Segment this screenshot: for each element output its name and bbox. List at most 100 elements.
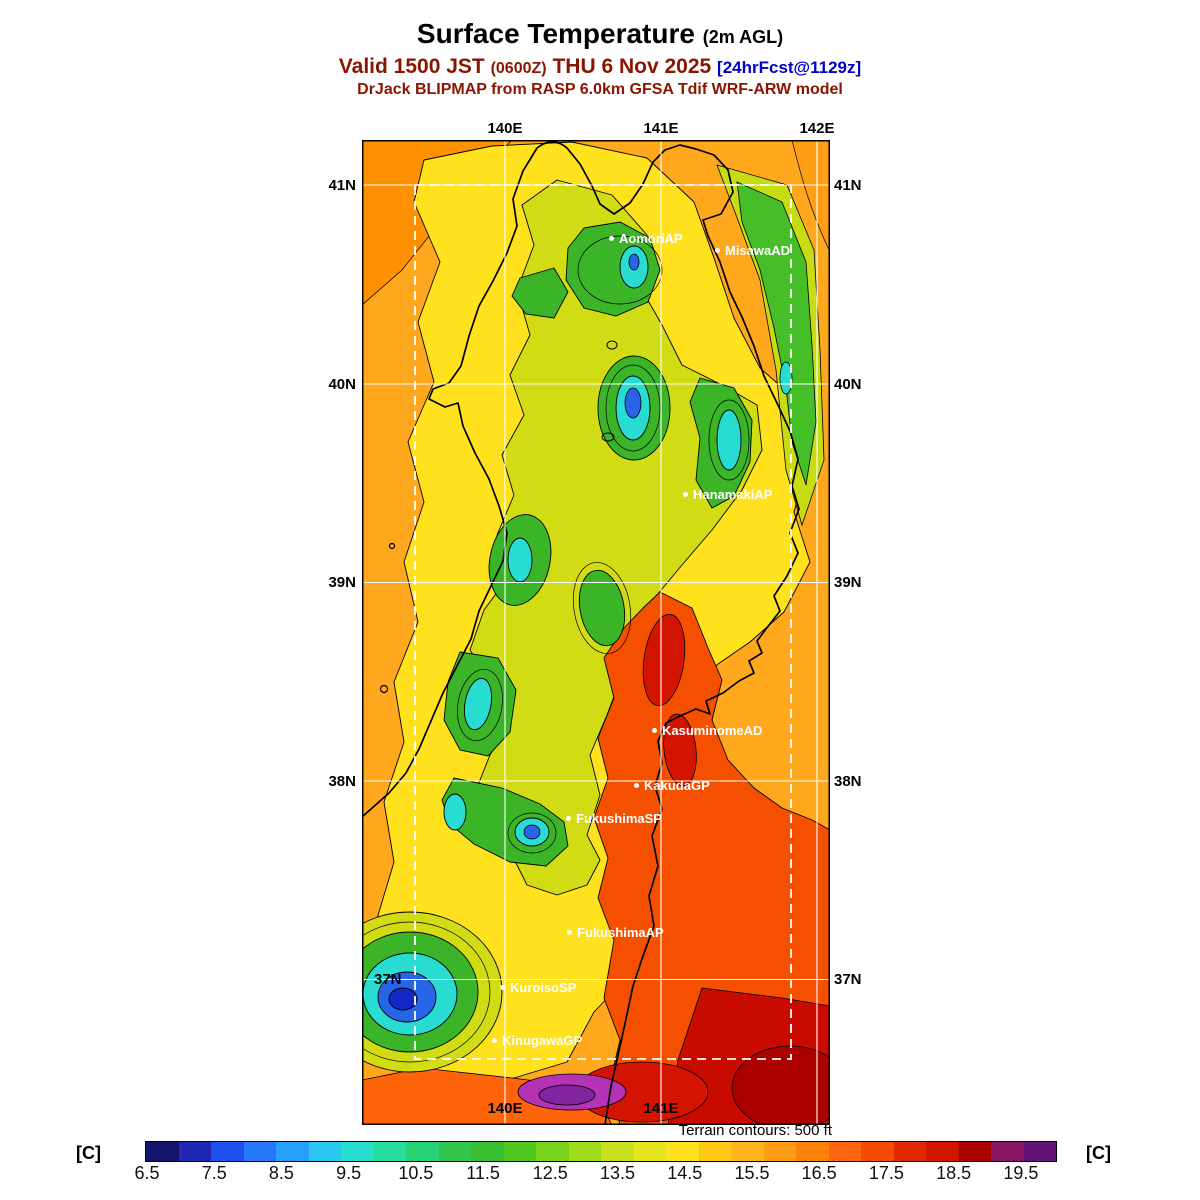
- lat-label-right: 40N: [834, 376, 862, 393]
- colorbar-cell: [861, 1142, 894, 1161]
- station-marker: KinugawaGP: [492, 1032, 582, 1048]
- page-title: Surface Temperature (2m AGL): [0, 16, 1200, 51]
- colorbar-tick-labels: 6.5 7.5 8.5 9.5 10.5 11.5 12.5 13.5 14.5 15.5 16.5…: [125, 1163, 1043, 1184]
- colorbar-cell: [698, 1142, 731, 1161]
- lat-label-left: 39N: [328, 574, 356, 591]
- colorbar-cell: [828, 1142, 861, 1161]
- colorbar-tick-label: 15.5: [734, 1163, 770, 1183]
- colorbar-cell: [406, 1142, 439, 1161]
- colorbar-cell: [243, 1142, 276, 1161]
- station-marker: MisawaAD: [715, 242, 790, 258]
- colorbar-cell: [146, 1142, 179, 1161]
- graticule-gridlines: [362, 140, 830, 1125]
- colorbar-cell: [211, 1142, 244, 1161]
- colorbar-cell: [926, 1142, 959, 1161]
- station-marker: KuroisoSP: [500, 979, 576, 995]
- valid-time-line: Valid 1500 JST (0600Z) THU 6 Nov 2025 [2…: [0, 54, 1200, 80]
- lon-label-top: 142E: [799, 120, 835, 137]
- title-block: Surface Temperature (2m AGL) Valid 1500 …: [0, 16, 1200, 100]
- lat-label-left: 37N: [374, 971, 402, 988]
- colorbar-tick-label: 14.5: [667, 1163, 703, 1183]
- title-suffix: (2m AGL): [702, 27, 784, 47]
- colorbar-cell: [308, 1142, 341, 1161]
- colorbar-tick-label: 10.5: [398, 1163, 434, 1183]
- colorbar-tick-label: 19.5: [1003, 1163, 1039, 1183]
- lat-label-right: 41N: [834, 177, 862, 194]
- colorbar-tick-label: 9.5: [336, 1163, 362, 1183]
- colorbar-tick-label: 16.5: [801, 1163, 837, 1183]
- map-frame: [362, 140, 830, 1125]
- colorbar-tick-label: 12.5: [532, 1163, 568, 1183]
- colorbar-cell: [373, 1142, 406, 1161]
- lat-label-right: 39N: [834, 574, 862, 591]
- colorbar-tick-label: 7.5: [201, 1163, 227, 1183]
- colorbar-cell: [471, 1142, 504, 1161]
- station-label: KakudaGP: [644, 777, 710, 793]
- colorbar-cell: [178, 1142, 211, 1161]
- station-dot-icon: [566, 815, 571, 821]
- colorbar-cell: [341, 1142, 374, 1161]
- temperature-field-svg: [362, 140, 830, 1125]
- station-dot-icon: [634, 782, 639, 788]
- colorbar-tick-label: 11.5: [466, 1163, 500, 1183]
- lat-label-left: 40N: [328, 376, 356, 393]
- title-text: Surface Temperature: [416, 18, 695, 49]
- lon-label-top: 141E: [643, 120, 679, 137]
- colorbar-tick-label: 17.5: [868, 1163, 904, 1183]
- colorbar-cell: [633, 1142, 666, 1161]
- colorbar-cell: [893, 1142, 926, 1161]
- colorbar-tick-label: 18.5: [936, 1163, 972, 1183]
- colorbar-cell: [503, 1142, 536, 1161]
- forecast-tag: [24hrFcst@1129z]: [717, 58, 862, 77]
- station-dot-icon: [567, 929, 572, 935]
- lat-label-left: 38N: [328, 773, 356, 790]
- colorbar-cell: [666, 1142, 699, 1161]
- station-label: FukushimaSP: [576, 810, 662, 826]
- colorbar: [145, 1141, 1057, 1162]
- lat-label-right: 38N: [834, 773, 862, 790]
- domain-boundary-dashed: [414, 184, 792, 1060]
- colorbar-cell: [763, 1142, 796, 1161]
- colorbar-unit-left: [C]: [76, 1143, 101, 1163]
- colorbar-cell: [438, 1142, 471, 1161]
- model-line: DrJack BLIPMAP from RASP 6.0km GFSA Tdif…: [357, 81, 843, 99]
- station-marker: FukushimaAP: [567, 924, 664, 940]
- station-dot-icon: [715, 247, 720, 253]
- lat-label-right: 37N: [834, 971, 862, 988]
- colorbar-cell: [1023, 1142, 1056, 1161]
- colorbar-cell: [276, 1142, 309, 1161]
- colorbar-unit-right: [C]: [1086, 1143, 1111, 1163]
- station-marker: FukushimaSP: [566, 810, 662, 826]
- terrain-contours-note: Terrain contours: 500 ft: [678, 1122, 832, 1139]
- colorbar-tick-label: 13.5: [600, 1163, 636, 1183]
- colorbar-cell: [536, 1142, 569, 1161]
- station-dot-icon: [609, 235, 614, 241]
- colorbar-cell: [601, 1142, 634, 1161]
- colorbar-cell: [731, 1142, 764, 1161]
- temperature-map: AomoriAP MisawaAD HanamakiAP KasuminomeA…: [362, 140, 830, 1125]
- station-label: AomoriAP: [619, 230, 683, 246]
- colorbar-tick-label: 8.5: [268, 1163, 294, 1183]
- coastline: [362, 141, 800, 1125]
- colorbar-cell: [991, 1142, 1024, 1161]
- station-marker: KakudaGP: [634, 777, 710, 793]
- station-label: MisawaAD: [725, 242, 791, 258]
- lat-label-left: 41N: [328, 177, 356, 194]
- lon-label-top: 140E: [487, 120, 523, 137]
- station-label: KuroisoSP: [510, 979, 577, 995]
- valid-zulu: (0600Z): [490, 60, 547, 77]
- valid-prefix: Valid 1500 JST: [338, 55, 485, 78]
- station-dot-icon: [500, 984, 505, 990]
- station-label: FukushimaAP: [577, 924, 664, 940]
- station-dot-icon: [652, 727, 657, 733]
- station-dot-icon: [492, 1037, 497, 1043]
- station-dot-icon: [683, 491, 688, 497]
- colorbar-cell: [568, 1142, 601, 1161]
- contour-field: [362, 140, 830, 1125]
- colorbar-cell: [958, 1142, 991, 1161]
- colorbar-tick-label: 6.5: [134, 1163, 160, 1183]
- station-label: KinugawaGP: [502, 1032, 583, 1048]
- station-marker: HanamakiAP: [683, 486, 772, 502]
- station-marker: AomoriAP: [609, 230, 683, 246]
